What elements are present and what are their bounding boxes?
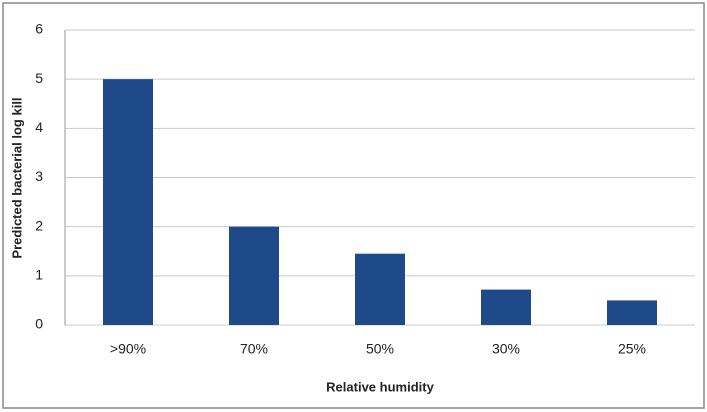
bar [103, 79, 153, 326]
x-tick-label: 25% [618, 341, 646, 357]
x-tick-label: 50% [366, 341, 394, 357]
y-tick-label: 3 [35, 168, 43, 184]
y-tick-label: 0 [35, 316, 43, 332]
y-tick-label: 1 [35, 267, 43, 283]
y-tick-label: 2 [35, 217, 43, 233]
bar [607, 300, 657, 325]
y-tick-label: 4 [35, 119, 43, 135]
x-tick-label: 70% [240, 341, 268, 357]
bar [229, 226, 279, 325]
y-tick-label: 6 [35, 21, 43, 37]
x-tick-label: 30% [492, 341, 520, 357]
bar [355, 253, 405, 325]
y-axis-title: Predicted bacterial log kill [9, 97, 24, 258]
x-tick-label: >90% [110, 341, 146, 357]
y-tick-label: 5 [35, 70, 43, 86]
bar [481, 289, 531, 325]
x-axis-title: Relative humidity [326, 379, 434, 394]
